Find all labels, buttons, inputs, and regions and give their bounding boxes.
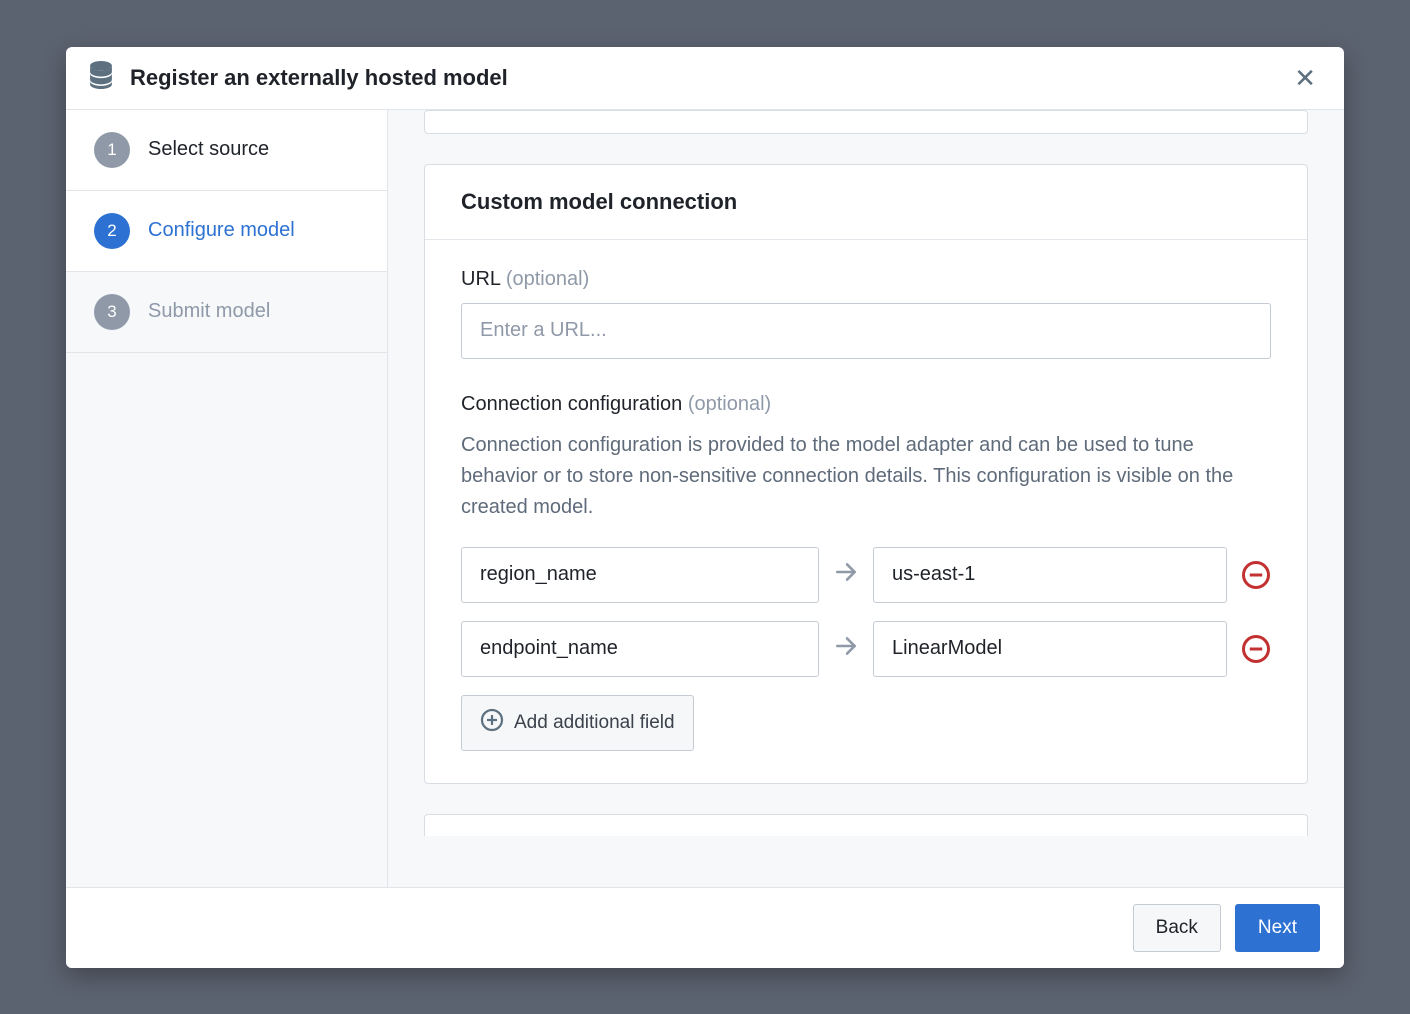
remove-row-button[interactable] <box>1241 634 1271 664</box>
step-submit-model[interactable]: 3 Submit model <box>66 272 387 353</box>
add-field-button[interactable]: Add additional field <box>461 695 694 751</box>
remove-row-button[interactable] <box>1241 560 1271 590</box>
step-number: 2 <box>94 213 130 249</box>
config-value-input[interactable] <box>873 621 1227 677</box>
step-select-source[interactable]: 1 Select source <box>66 110 387 191</box>
config-row <box>461 621 1271 677</box>
url-label-text: URL <box>461 268 500 290</box>
plus-circle-icon <box>480 708 504 738</box>
config-help-text: Connection configuration is provided to … <box>461 430 1271 523</box>
config-row <box>461 547 1271 603</box>
dialog-title: Register an externally hosted model <box>130 65 1286 91</box>
next-card-top <box>424 814 1308 836</box>
custom-model-connection-card: Custom model connection URL (optional) C… <box>424 164 1308 784</box>
next-button[interactable]: Next <box>1235 904 1320 952</box>
step-label: Select source <box>148 138 269 161</box>
step-number: 1 <box>94 132 130 168</box>
add-field-label: Add additional field <box>514 712 675 734</box>
step-label: Submit model <box>148 300 270 323</box>
previous-card-bottom <box>424 110 1308 134</box>
main-content[interactable]: Custom model connection URL (optional) C… <box>388 110 1344 887</box>
card-body: URL (optional) Connection configuration … <box>425 240 1307 783</box>
dialog-body: 1 Select source 2 Configure model 3 Subm… <box>66 110 1344 887</box>
url-optional: (optional) <box>506 268 589 290</box>
config-label: Connection configuration (optional) <box>461 393 1271 416</box>
database-icon <box>88 61 114 94</box>
config-key-input[interactable] <box>461 547 819 603</box>
arrow-icon <box>833 559 859 590</box>
dialog-footer: Back Next <box>66 887 1344 968</box>
config-optional: (optional) <box>688 393 771 415</box>
config-key-input[interactable] <box>461 621 819 677</box>
close-button[interactable]: ✕ <box>1286 61 1324 95</box>
wizard-sidebar: 1 Select source 2 Configure model 3 Subm… <box>66 110 388 887</box>
config-value-input[interactable] <box>873 547 1227 603</box>
step-label: Configure model <box>148 219 295 242</box>
register-model-dialog: Register an externally hosted model ✕ 1 … <box>66 47 1344 968</box>
url-input[interactable] <box>461 303 1271 359</box>
step-configure-model[interactable]: 2 Configure model <box>66 191 387 272</box>
step-number: 3 <box>94 294 130 330</box>
config-label-text: Connection configuration <box>461 393 682 415</box>
dialog-header: Register an externally hosted model ✕ <box>66 47 1344 110</box>
card-title: Custom model connection <box>425 165 1307 240</box>
arrow-icon <box>833 633 859 664</box>
close-icon: ✕ <box>1294 63 1316 93</box>
back-button[interactable]: Back <box>1133 904 1221 952</box>
url-label: URL (optional) <box>461 268 1271 291</box>
